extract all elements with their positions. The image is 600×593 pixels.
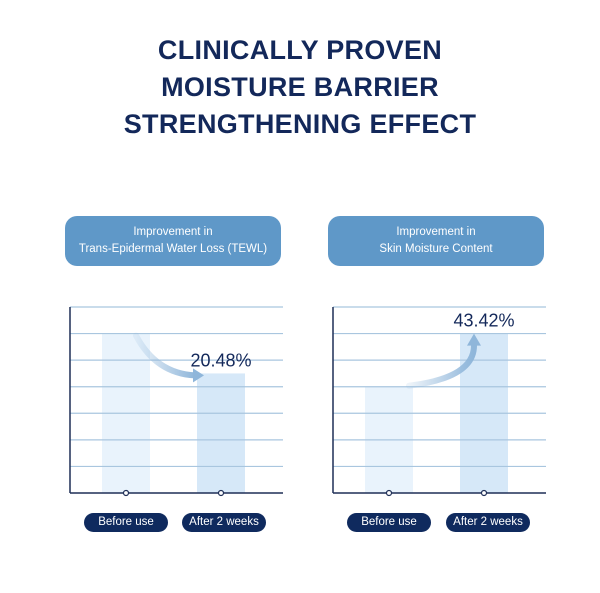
title-line-2: MOISTURE BARRIER [161, 72, 439, 102]
tewl-chart-title-badge: Improvement in Trans-Epidermal Water Los… [65, 216, 281, 266]
x-tick-marker [122, 489, 130, 497]
moisture-title-line-2: Skin Moisture Content [379, 243, 493, 255]
trend-arrow-head [193, 368, 204, 383]
title-line-1: CLINICALLY PROVEN [157, 35, 443, 65]
x-tick-marker [480, 489, 488, 497]
trend-arrow-head [467, 333, 481, 346]
value-label: 20.48% [190, 350, 251, 370]
moisture-chart-title-badge: Improvement in Skin Moisture Content [328, 216, 544, 266]
bar-after [197, 373, 245, 493]
title-line-3: STRENGTHENING EFFECT [123, 109, 477, 139]
tewl-bar-chart: 20.48% [68, 305, 288, 497]
moisture-title-line-1: Improvement in [396, 226, 476, 238]
tewl-category-label-after: After 2 weeks [182, 513, 266, 532]
moisture-category-label-before: Before use [347, 513, 431, 532]
tewl-title-line-2: Trans-Epidermal Water Loss (TEWL) [78, 243, 268, 255]
value-label: 43.42% [453, 311, 514, 331]
x-tick-marker [217, 489, 225, 497]
trend-arrow [133, 332, 198, 379]
page-title: CLINICALLY PROVEN MOISTURE BARRIER STREN… [0, 32, 600, 143]
tewl-title-line-1: Improvement in [133, 226, 213, 238]
x-tick-marker [385, 489, 393, 497]
trend-arrow [406, 342, 477, 389]
tewl-chart-svg: 20.48% [69, 306, 283, 497]
moisture-chart-svg: 43.42% [332, 306, 546, 497]
tewl-category-label-before: Before use [84, 513, 168, 532]
moisture-category-label-after: After 2 weeks [446, 513, 530, 532]
moisture-bar-chart: 43.42% [331, 305, 551, 497]
